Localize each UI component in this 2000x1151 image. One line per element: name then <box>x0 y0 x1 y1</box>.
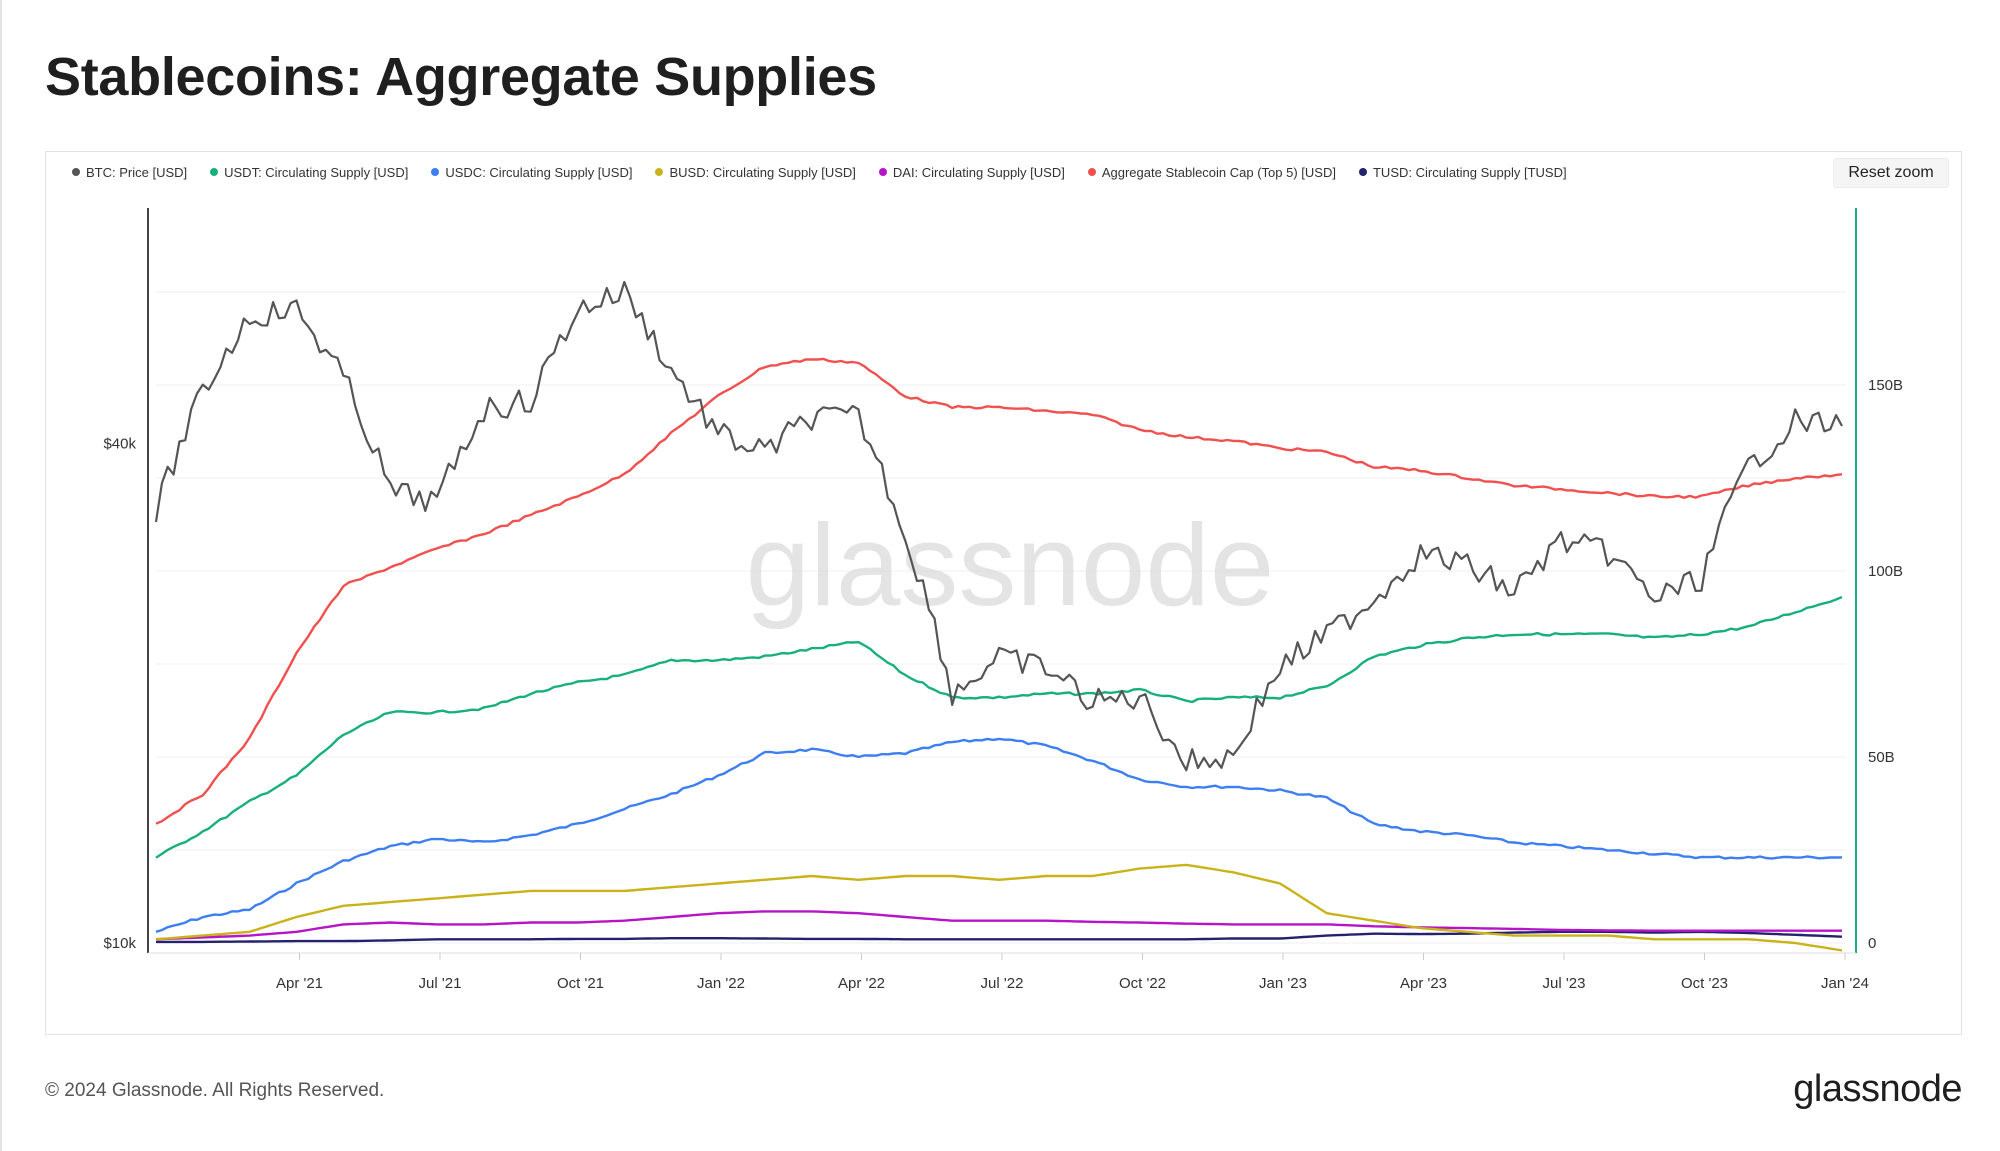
legend-item[interactable]: TUSD: Circulating Supply [TUSD] <box>1358 164 1567 180</box>
legend-item[interactable]: USDT: Circulating Supply [USD] <box>210 165 408 180</box>
legend-item[interactable]: BTC: Price [USD] <box>72 165 187 180</box>
chart-legend: BTC: Price [USD] USDT: Circulating Supply… <box>72 161 1590 183</box>
right-tick-label: 150B <box>1868 377 1903 394</box>
series-line <box>155 595 1843 859</box>
x-tick-label: Jul '21 <box>419 975 462 992</box>
legend-dot-icon <box>878 168 887 176</box>
x-tick-label: Oct '21 <box>557 975 604 992</box>
right-tick-label: 100B <box>1868 563 1903 580</box>
series-line <box>155 357 1843 825</box>
legend-label: DAI: Circulating Supply [USD] <box>892 164 1065 180</box>
x-tick-label: Jul '22 <box>981 975 1024 992</box>
legend-label: USDT: Circulating Supply [USD] <box>224 164 409 180</box>
legend-label: TUSD: Circulating Supply [TUSD] <box>1372 164 1567 180</box>
series-line <box>155 910 1842 941</box>
x-tick-label: Apr '21 <box>276 975 323 992</box>
axes: $10k $40k 0 50B 100B 150B Apr '21 Jul '21 Oct '2… <box>103 208 1903 992</box>
legend-item[interactable]: Aggregate Stablecoin Cap (Top 5) [USD] <box>1087 164 1336 180</box>
x-tick-label: Jan '24 <box>1821 975 1869 992</box>
x-tick-label: Jul '23 <box>1543 975 1586 992</box>
x-tick-label: Jan '22 <box>697 975 745 992</box>
legend-dot-icon <box>210 168 219 176</box>
legend-dot-icon <box>431 168 440 176</box>
legend-label: BTC: Price [USD] <box>86 164 188 180</box>
legend-dot-icon <box>655 168 664 176</box>
x-tick-label: Jan '23 <box>1259 975 1307 992</box>
series-layer <box>154 280 1843 952</box>
right-tick-label: 50B <box>1868 749 1895 766</box>
series-line <box>154 280 1843 772</box>
legend-label: USDC: Circulating Supply [USD] <box>445 164 633 180</box>
legend-dot-icon <box>1358 168 1367 176</box>
legend-item[interactable]: DAI: Circulating Supply [USD] <box>878 164 1065 180</box>
legend-item[interactable]: BUSD: Circulating Supply [USD] <box>655 164 856 180</box>
x-tick-label: Oct '22 <box>1119 975 1166 992</box>
reset-zoom-button[interactable]: Reset zoom <box>1833 158 1949 188</box>
page-title: Stablecoins: Aggregate Supplies <box>45 47 877 107</box>
x-tick-label: Apr '23 <box>1400 975 1447 992</box>
page-left-rule <box>0 0 2 1151</box>
right-tick-label: 0 <box>1868 935 1876 952</box>
watermark-text: glassnode <box>746 500 1275 630</box>
chart-panel <box>45 151 1962 1035</box>
legend-dot-icon <box>72 168 80 176</box>
legend-item[interactable]: USDC: Circulating Supply [USD] <box>431 165 632 180</box>
left-tick-label: $40k <box>103 436 136 453</box>
x-tick-label: Apr '22 <box>838 975 885 992</box>
legend-label: BUSD: Circulating Supply [USD] <box>669 164 856 180</box>
series-line <box>156 930 1843 944</box>
x-tick-label: Oct '23 <box>1681 975 1728 992</box>
legend-label: Aggregate Stablecoin Cap (Top 5) [USD] <box>1101 164 1336 180</box>
series-line <box>155 863 1843 952</box>
legend-dot-icon <box>1087 168 1096 176</box>
footer-copyright: © 2024 Glassnode. All Rights Reserved. <box>45 1080 385 1101</box>
left-tick-label: $10k <box>103 935 136 952</box>
series-line <box>155 737 1843 933</box>
footer-logo: glassnode <box>1793 1068 1962 1110</box>
grid-lines <box>156 291 1846 944</box>
